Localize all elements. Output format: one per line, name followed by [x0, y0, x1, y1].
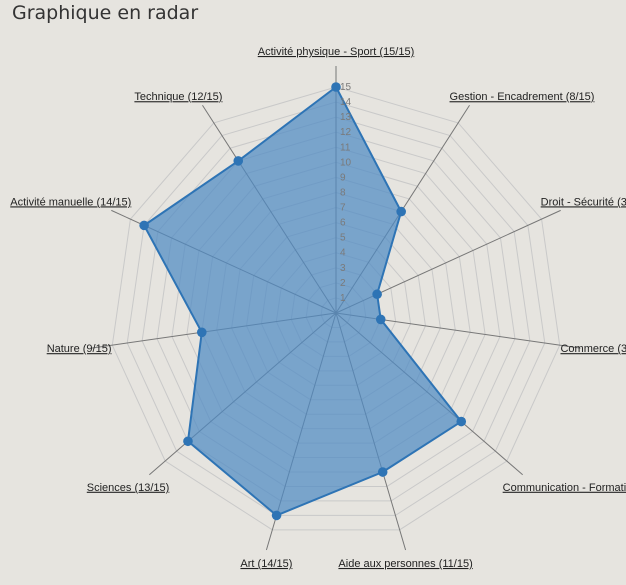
data-point-1[interactable]: [396, 206, 406, 217]
data-point-5[interactable]: [377, 467, 388, 477]
axis-label-2[interactable]: Droit - Sécurité (3/15): [541, 196, 626, 208]
axis-label-6[interactable]: Art (14/15): [240, 558, 292, 570]
tick-label: 14: [340, 97, 352, 108]
tick-label: 7: [340, 203, 346, 214]
data-area: [143, 86, 463, 517]
data-point-10[interactable]: [233, 156, 244, 166]
tick-label: 4: [340, 248, 346, 259]
data-point-6[interactable]: [271, 510, 282, 521]
tick-label: 1: [340, 293, 346, 304]
axis-label-9[interactable]: Activité manuelle (14/15): [10, 196, 131, 208]
axis-label-5[interactable]: Aide aux personnes (11/15): [338, 558, 472, 570]
axis-label-1[interactable]: Gestion - Encadrement (8/15): [450, 91, 595, 103]
tick-label: 8: [340, 187, 346, 198]
tick-label: 10: [340, 157, 352, 168]
grid-ring-14: [126, 101, 546, 516]
data-point-8[interactable]: [196, 327, 207, 338]
tick-label: 6: [340, 218, 346, 229]
axis-label-3[interactable]: Commerce (3/15): [560, 343, 626, 355]
axis-label-10[interactable]: Technique (12/15): [134, 91, 222, 103]
radar-points: [139, 82, 467, 521]
axis-label-4[interactable]: Communication - Formation (11/15): [503, 482, 626, 494]
tick-label: 9: [340, 172, 346, 183]
data-point-3[interactable]: [375, 314, 386, 325]
data-point-0[interactable]: [331, 82, 341, 92]
axis-label-0[interactable]: Activité physique - Sport (15/15): [258, 46, 415, 58]
data-point-7[interactable]: [183, 436, 193, 447]
tick-label: 5: [340, 233, 346, 244]
radar-area: [143, 86, 463, 517]
data-point-9[interactable]: [139, 220, 149, 231]
tick-label: 3: [340, 263, 346, 274]
tick-label: 13: [340, 112, 352, 123]
tick-label: 2: [340, 278, 346, 289]
data-point-4[interactable]: [456, 416, 467, 427]
axis-label-7[interactable]: Sciences (13/15): [87, 482, 170, 494]
axis-labels: Activité physique - Sport (15/15) Gestion…: [10, 46, 626, 570]
tick-label: 12: [340, 127, 352, 138]
tick-label: 15: [340, 82, 352, 93]
tick-label: 11: [340, 142, 351, 153]
page-title: Graphique en radar: [12, 2, 199, 24]
axis-label-8[interactable]: Nature (9/15): [47, 343, 112, 355]
grid-ring-15: [111, 86, 561, 531]
data-point-2[interactable]: [372, 289, 382, 300]
